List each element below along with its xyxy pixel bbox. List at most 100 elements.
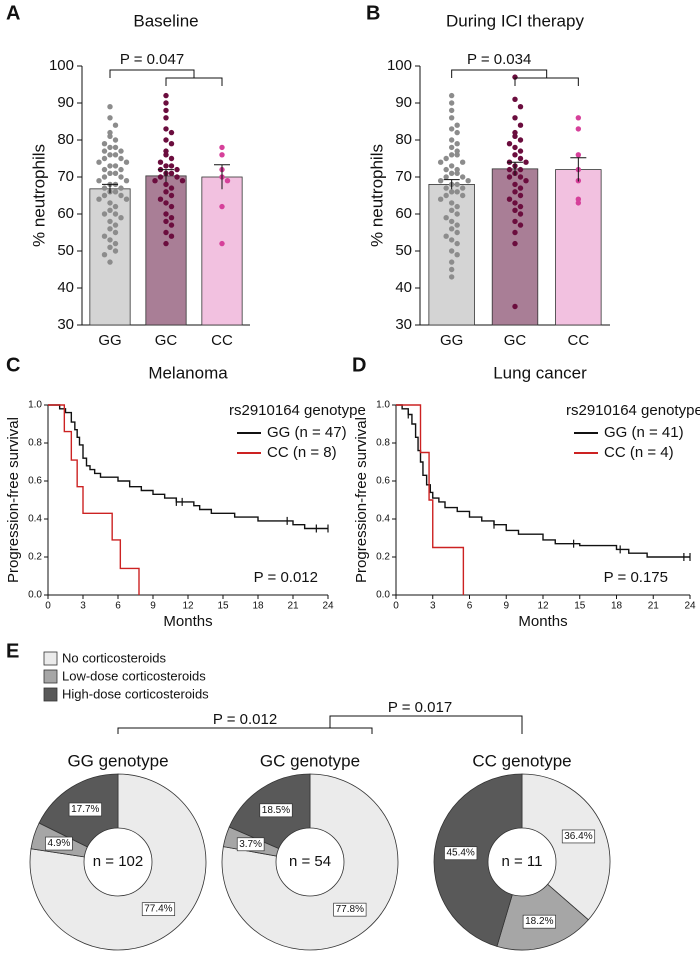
y-tick-label: 1.0 xyxy=(28,400,42,411)
data-point xyxy=(163,163,169,169)
data-point xyxy=(443,215,449,221)
data-point xyxy=(163,126,169,132)
survival-curve xyxy=(48,404,140,595)
x-axis-label: Months xyxy=(163,613,212,630)
legend-swatch xyxy=(43,651,58,666)
data-point xyxy=(454,181,460,188)
data-point xyxy=(448,248,455,254)
data-point xyxy=(107,115,113,121)
data-point xyxy=(174,166,180,173)
data-point xyxy=(517,166,524,173)
y-tick-label: 60 xyxy=(395,205,412,222)
y-tick-label: 40 xyxy=(57,279,74,296)
data-point xyxy=(517,222,524,228)
pie-slice xyxy=(521,773,611,921)
y-tick-label: 1.0 xyxy=(376,400,390,411)
value-label-box xyxy=(45,836,73,851)
data-point xyxy=(448,163,455,169)
x-axis-label: Months xyxy=(518,613,567,630)
x-tick-label: 21 xyxy=(648,601,660,612)
bar xyxy=(555,169,602,326)
data-point xyxy=(512,200,518,206)
y-tick-label: 30 xyxy=(57,316,74,333)
legend-swatch xyxy=(43,687,58,702)
legend-title: rs2910164 genotype xyxy=(229,402,366,419)
data-point xyxy=(163,200,169,206)
data-point xyxy=(448,92,455,99)
data-point xyxy=(107,226,113,232)
data-point xyxy=(101,166,108,173)
p-value: P = 0.047 xyxy=(120,51,184,68)
value-label-box xyxy=(522,914,556,929)
data-point xyxy=(448,266,455,273)
data-point xyxy=(123,178,130,184)
error-bar xyxy=(158,169,174,183)
x-tick-label: 12 xyxy=(182,601,194,612)
data-point xyxy=(443,233,449,239)
pie-title: GC genotype xyxy=(260,751,360,770)
value-label-box xyxy=(444,846,478,861)
data-point xyxy=(118,174,124,180)
data-point xyxy=(448,189,455,195)
data-point xyxy=(448,126,455,132)
y-tick-label: 0.6 xyxy=(28,476,42,487)
data-point xyxy=(506,166,513,173)
data-point xyxy=(437,159,444,165)
data-point xyxy=(454,189,460,195)
data-point xyxy=(101,141,108,147)
data-point xyxy=(168,185,175,191)
data-point xyxy=(163,181,169,188)
pie-title: GG genotype xyxy=(67,751,168,770)
data-point xyxy=(107,104,113,110)
data-point xyxy=(437,178,444,184)
y-tick-label: 80 xyxy=(395,131,412,148)
data-point xyxy=(459,174,466,180)
data-point xyxy=(517,122,524,128)
x-tick-label: GG xyxy=(98,332,121,349)
value-label: 77.8% xyxy=(336,904,364,915)
error-bar xyxy=(443,179,460,190)
x-tick-label: 0 xyxy=(393,601,399,612)
data-point xyxy=(512,115,518,121)
x-tick-label: CC xyxy=(211,332,233,349)
y-axis-label: % neutrophils xyxy=(367,144,386,247)
data-point xyxy=(118,185,124,191)
data-point xyxy=(107,152,113,158)
data-point xyxy=(454,148,460,154)
data-point xyxy=(107,200,113,206)
data-point xyxy=(101,211,108,217)
survival-curve xyxy=(48,404,328,530)
chart-title: Baseline xyxy=(133,11,198,30)
data-point xyxy=(157,159,164,165)
data-point xyxy=(168,170,175,176)
data-point xyxy=(179,178,186,184)
data-point xyxy=(512,152,518,158)
data-point xyxy=(163,229,169,236)
data-point xyxy=(448,115,455,121)
legend-swatch xyxy=(43,669,58,684)
data-point xyxy=(454,240,460,247)
x-tick-label: GC xyxy=(155,332,178,349)
data-point xyxy=(107,144,113,151)
data-point xyxy=(112,222,119,228)
data-point xyxy=(454,252,460,258)
chart-title: Lung cancer xyxy=(493,363,587,382)
value-label: 36.4% xyxy=(564,831,592,842)
y-tick-label: 90 xyxy=(395,94,412,111)
y-tick-label: 0.0 xyxy=(28,590,42,601)
bar xyxy=(201,176,243,326)
legend-label: High-dose corticosteroids xyxy=(62,686,209,701)
y-axis-label: Progression-free survival xyxy=(353,417,370,583)
legend-label: CC (n = 8) xyxy=(267,444,337,461)
x-tick-label: 15 xyxy=(217,601,229,612)
y-tick-label: 0.6 xyxy=(376,476,390,487)
legend-title: rs2910164 genotype xyxy=(566,402,700,419)
y-tick-label: 100 xyxy=(387,57,412,74)
data-point xyxy=(112,240,119,247)
data-point xyxy=(112,163,119,169)
data-point xyxy=(575,152,582,158)
panel-label: E xyxy=(6,640,19,662)
data-point xyxy=(112,203,119,210)
data-point xyxy=(448,218,455,225)
data-point xyxy=(107,259,113,265)
